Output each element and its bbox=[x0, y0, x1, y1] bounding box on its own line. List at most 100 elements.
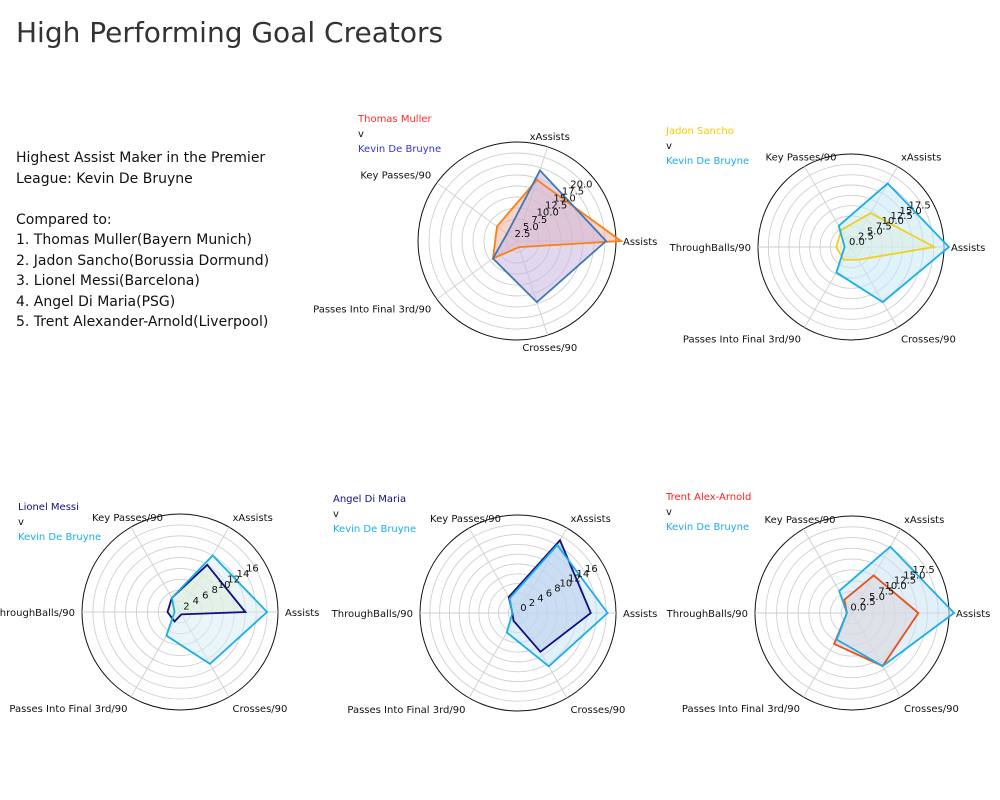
radar-series-line bbox=[835, 182, 951, 304]
radar-tick-label: 15.0 bbox=[903, 570, 925, 581]
radar-category-label: ThroughBalls/90 bbox=[666, 609, 748, 620]
description-line-2: League: Kevin De Bruyne bbox=[16, 170, 193, 187]
radar-tick-label: 12.5 bbox=[894, 576, 916, 587]
radar-tick-label: 10 bbox=[560, 579, 573, 590]
radar-chart-alexander-arnold: 0.02.55.07.510.012.515.017.5 Assists xAssi… bbox=[665, 492, 990, 715]
compared-item: 2. Jadon Sancho(Borussia Dormund) bbox=[16, 252, 270, 269]
radar-category-label: xAssists bbox=[904, 515, 944, 526]
radar-tick-label: 0.0 bbox=[849, 237, 865, 248]
radar-tick-label: 7.5 bbox=[531, 215, 547, 226]
radar-series-line bbox=[835, 212, 937, 261]
legend-player-name: Angel Di Maria bbox=[333, 494, 406, 505]
radar-category-label: ThroughBalls/90 bbox=[0, 608, 75, 619]
radar-category-label: Passes Into Final 3rd/90 bbox=[682, 704, 800, 715]
radar-category-label: Assists bbox=[951, 243, 985, 254]
radar-series-fill bbox=[836, 546, 955, 667]
radar-tick-label: 10.0 bbox=[882, 216, 904, 227]
legend-player-name: Thomas Muller bbox=[357, 114, 432, 125]
radar-tick-label: 2.5 bbox=[514, 229, 530, 240]
radar-tick-label: 16 bbox=[585, 564, 598, 575]
radar-category-label: Key Passes/90 bbox=[360, 171, 431, 182]
radar-tick-label: 8 bbox=[212, 585, 218, 596]
legend-versus: v bbox=[666, 507, 672, 518]
radar-category-label: Passes Into Final 3rd/90 bbox=[9, 704, 127, 715]
radar-category-label: Assists bbox=[623, 237, 657, 248]
radar-tick-label: 4 bbox=[193, 596, 199, 607]
radar-category-label: Crosses/90 bbox=[233, 704, 288, 715]
radar-tick-label: 17.5 bbox=[908, 201, 930, 212]
compared-item: 4. Angel Di Maria(PSG) bbox=[16, 293, 176, 310]
radar-tick-label: 12 bbox=[568, 574, 581, 585]
radar-tick-label: 17.5 bbox=[562, 187, 584, 198]
radar-tick-label: 2.5 bbox=[860, 597, 876, 608]
radar-tick-label: 12.5 bbox=[545, 201, 567, 212]
description-panel: Highest Assist Maker in the Premier Leag… bbox=[16, 148, 269, 333]
legend-versus: v bbox=[18, 517, 24, 528]
radar-category-label: Assists bbox=[623, 609, 657, 620]
compared-label: Compared to: bbox=[16, 211, 112, 228]
radar-series-line bbox=[491, 168, 608, 304]
radar-category-label: Assists bbox=[956, 609, 990, 620]
radar-category-label: Crosses/90 bbox=[901, 335, 956, 346]
legend-versus: v bbox=[333, 509, 339, 520]
legend-player-name: Jadon Sancho bbox=[665, 126, 734, 137]
radar-tick-label: 14 bbox=[237, 569, 250, 580]
radar-series-line bbox=[166, 563, 248, 623]
description-spacer bbox=[16, 189, 269, 210]
radar-tick-label: 12 bbox=[227, 574, 240, 585]
radar-tick-label: 6 bbox=[202, 591, 208, 602]
radar-tick-label: 5.0 bbox=[869, 592, 885, 603]
radar-tick-label: 17.5 bbox=[913, 565, 935, 576]
radar-category-label: Key Passes/90 bbox=[430, 514, 501, 525]
radar-tick-label: 15.0 bbox=[900, 206, 922, 217]
radar-tick-label: 6 bbox=[546, 588, 552, 599]
radar-tick-label: 10 bbox=[218, 580, 231, 591]
radar-tick-label: 2.5 bbox=[858, 232, 874, 243]
radar-tick-label: 5.0 bbox=[867, 227, 883, 238]
radar-series-line bbox=[505, 543, 609, 668]
radar-category-label: Crosses/90 bbox=[522, 343, 577, 354]
radar-category-label: Passes Into Final 3rd/90 bbox=[313, 304, 431, 315]
radar-chart-muller: 2.55.07.510.012.515.017.520.0 Assists xAss… bbox=[313, 114, 657, 354]
legend-player-name: Trent Alex-Arnold bbox=[665, 492, 751, 503]
radar-tick-label: 12.5 bbox=[891, 211, 913, 222]
radar-category-label: xAssists bbox=[901, 152, 941, 163]
radar-tick-label: 14 bbox=[577, 569, 590, 580]
legend-opponent-name: Kevin De Bruyne bbox=[666, 522, 749, 533]
legend-opponent-name: Kevin De Bruyne bbox=[358, 144, 441, 155]
radar-category-label: Crosses/90 bbox=[904, 704, 959, 715]
radar-category-label: xAssists bbox=[571, 514, 611, 525]
radar-category-label: Crosses/90 bbox=[571, 705, 626, 716]
radar-series-fill bbox=[506, 545, 608, 667]
compared-item: 5. Trent Alexander-Arnold(Liverpool) bbox=[16, 314, 269, 330]
page-title: High Performing Goal Creators bbox=[16, 16, 444, 49]
radar-category-label: Assists bbox=[285, 608, 319, 619]
radar-tick-label: 5.0 bbox=[523, 222, 539, 233]
radar-tick-label: 2 bbox=[529, 598, 535, 609]
radar-category-label: ThroughBalls/90 bbox=[669, 243, 751, 254]
radar-category-label: ThroughBalls/90 bbox=[331, 609, 413, 620]
radar-tick-label: 8 bbox=[554, 584, 560, 595]
radar-category-label: xAssists bbox=[233, 513, 273, 524]
radar-series-line bbox=[835, 545, 956, 668]
description-line-1: Highest Assist Maker in the Premier bbox=[16, 150, 266, 166]
radar-series-line bbox=[165, 554, 269, 665]
radar-series-fill bbox=[492, 170, 607, 303]
legend-player-name: Lionel Messi bbox=[18, 502, 79, 513]
radar-tick-label: 15.0 bbox=[553, 194, 575, 205]
radar-category-label: xAssists bbox=[530, 132, 570, 143]
radar-tick-label: 2 bbox=[183, 602, 189, 613]
radar-tick-label: 10.0 bbox=[885, 581, 907, 592]
radar-series-fill bbox=[166, 555, 268, 664]
radar-category-label: Passes Into Final 3rd/90 bbox=[683, 335, 801, 346]
radar-tick-label: 7.5 bbox=[878, 586, 894, 597]
radar-tick-label: 16 bbox=[246, 563, 259, 574]
radar-category-label: Key Passes/90 bbox=[92, 513, 163, 524]
compared-item: 3. Lionel Messi(Barcelona) bbox=[16, 273, 200, 289]
radar-tick-label: 4 bbox=[537, 593, 543, 604]
radar-category-label: Passes Into Final 3rd/90 bbox=[347, 705, 465, 716]
legend-opponent-name: Kevin De Bruyne bbox=[333, 524, 416, 535]
legend-versus: v bbox=[358, 129, 364, 140]
